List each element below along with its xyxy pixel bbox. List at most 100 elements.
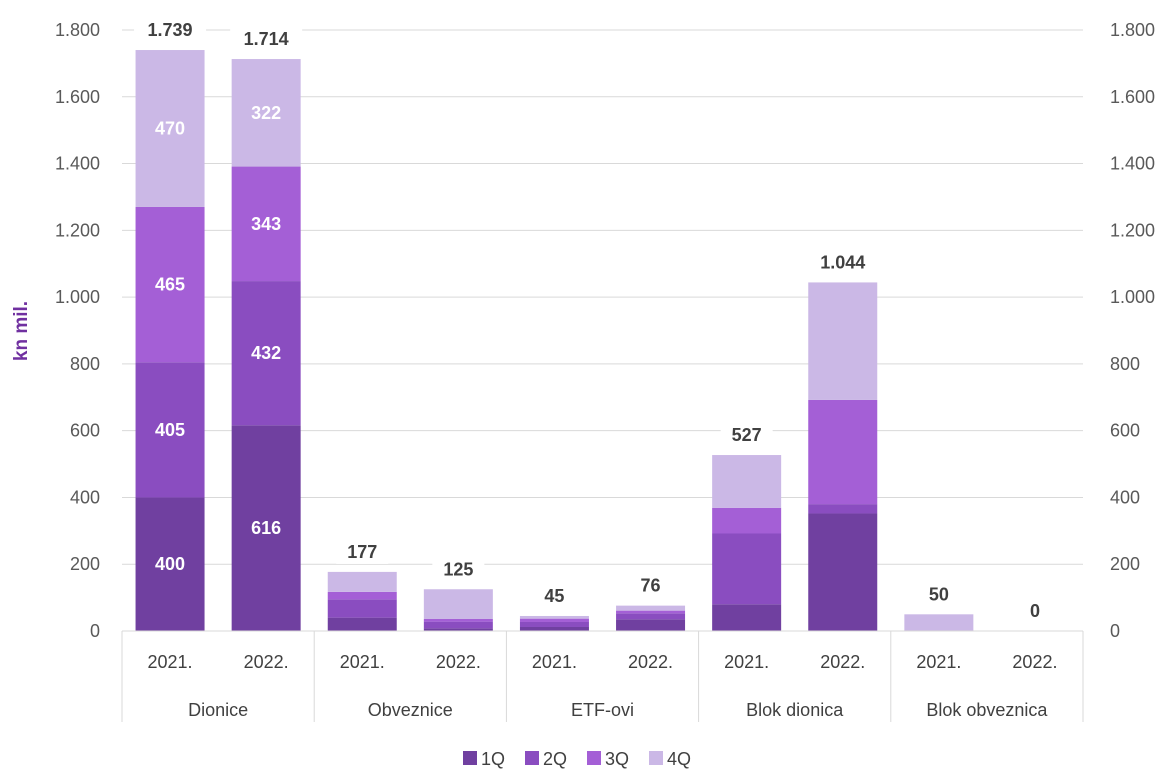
legend-label: 4Q <box>667 749 691 769</box>
y-tick-label-left: 1.200 <box>55 220 100 240</box>
x-category-year-label: 2021. <box>916 652 961 672</box>
y-tick-label-right: 200 <box>1110 554 1140 574</box>
total-label: 76 <box>641 576 661 596</box>
legend-swatch <box>463 751 477 765</box>
bar-segment <box>135 362 205 498</box>
y-tick-label-right: 1.400 <box>1110 154 1155 174</box>
segment-label: 432 <box>251 343 281 363</box>
x-category-year-label: 2021. <box>532 652 577 672</box>
bar-segment <box>712 533 782 605</box>
y-tick-label-left: 1.600 <box>55 87 100 107</box>
segment-label: 322 <box>251 103 281 123</box>
total-label-background <box>134 16 207 43</box>
bar-segment <box>135 50 205 207</box>
y-tick-label-right: 800 <box>1110 354 1140 374</box>
total-label-background <box>533 581 576 608</box>
total-label: 0 <box>1030 601 1040 621</box>
y-axis-label: kn mil. <box>11 301 32 361</box>
x-category-year-label: 2021. <box>340 652 385 672</box>
bar-segment <box>808 399 878 505</box>
bar-segment <box>423 589 493 619</box>
x-category-year-label: 2022. <box>820 652 865 672</box>
x-category-year-label: 2022. <box>244 652 289 672</box>
legend-swatch <box>525 751 539 765</box>
segment-label: 343 <box>251 214 281 234</box>
y-tick-label-left: 0 <box>90 621 100 641</box>
total-label: 177 <box>347 542 377 562</box>
bar-segment <box>712 507 782 534</box>
bar-segment <box>423 628 493 631</box>
bar-segment <box>616 619 686 631</box>
bar-segment <box>327 617 397 631</box>
bar-segment <box>231 425 301 631</box>
bar-segment <box>231 281 301 426</box>
total-label: 527 <box>732 425 762 445</box>
segment-label: 405 <box>155 420 185 440</box>
total-label-background <box>629 571 672 598</box>
bar-segment <box>712 455 782 508</box>
y-tick-label-right: 600 <box>1110 421 1140 441</box>
total-label: 1.044 <box>820 252 865 272</box>
bar-segment <box>519 626 589 631</box>
legend-label: 1Q <box>481 749 505 769</box>
x-group-label: Blok dionica <box>746 700 844 720</box>
y-tick-label-left: 400 <box>70 487 100 507</box>
total-label: 50 <box>929 584 949 604</box>
data-labels: 1.739 1.714 177 125 45 76 527 1.044 50 0 400 405 465… <box>134 16 1051 623</box>
bar-segment <box>616 613 686 620</box>
x-group-label: Obveznice <box>368 700 453 720</box>
bars <box>135 50 974 631</box>
bar-segment <box>327 591 397 600</box>
bar-segment <box>519 618 589 622</box>
segment-label: 470 <box>155 118 185 138</box>
x-category-year-label: 2022. <box>628 652 673 672</box>
y-tick-label-left: 600 <box>70 421 100 441</box>
total-label-background <box>1018 597 1051 623</box>
total-label-background <box>230 25 303 52</box>
y-tick-label-right: 1.800 <box>1110 20 1155 40</box>
x-category-year-label: 2022. <box>1012 652 1057 672</box>
x-group-label: ETF-ovi <box>571 700 634 720</box>
bar-segment <box>327 599 397 618</box>
bar-segment <box>616 605 686 611</box>
bar-segment <box>327 571 397 592</box>
y-tick-label-right: 400 <box>1110 487 1140 507</box>
total-label: 1.714 <box>244 29 289 49</box>
y-tick-label-right: 1.200 <box>1110 220 1155 240</box>
y-tick-label-right: 1.000 <box>1110 287 1155 307</box>
axes: 0 0 200 200 400 400 600 600 800 800 1.000 1.000 1.20… <box>55 20 1155 722</box>
bar-segment <box>519 621 589 627</box>
bar-segment <box>616 610 686 614</box>
y-tick-label-right: 0 <box>1110 621 1120 641</box>
bar-segment <box>231 166 301 282</box>
total-label-background <box>806 248 879 275</box>
total-label-background <box>917 580 960 607</box>
x-category-year-label: 2021. <box>724 652 769 672</box>
bar-segment <box>423 618 493 622</box>
legend-swatch <box>587 751 601 765</box>
total-label: 1.739 <box>148 20 193 40</box>
segment-label: 400 <box>155 554 185 574</box>
bar-segment <box>904 614 974 631</box>
y-tick-label-right: 1.600 <box>1110 87 1155 107</box>
total-label-background <box>720 421 773 448</box>
y-tick-label-left: 200 <box>70 554 100 574</box>
x-category-year-label: 2021. <box>148 652 193 672</box>
bar-segment <box>135 206 205 363</box>
bar-segment <box>231 59 301 167</box>
bar-segment <box>423 621 493 629</box>
bar-segment <box>808 513 878 631</box>
segment-label: 465 <box>155 275 185 295</box>
bar-segment <box>808 504 878 514</box>
bar-segment <box>712 604 782 631</box>
y-tick-label-left: 1.400 <box>55 154 100 174</box>
bar-segment <box>135 497 205 631</box>
total-label: 125 <box>443 559 473 579</box>
y-tick-label-left: 1.000 <box>55 287 100 307</box>
segment-label: 616 <box>251 518 281 538</box>
x-category-year-label: 2022. <box>436 652 481 672</box>
total-label: 45 <box>544 586 564 606</box>
x-group-label: Blok obveznica <box>926 700 1048 720</box>
total-label-background <box>432 555 485 582</box>
